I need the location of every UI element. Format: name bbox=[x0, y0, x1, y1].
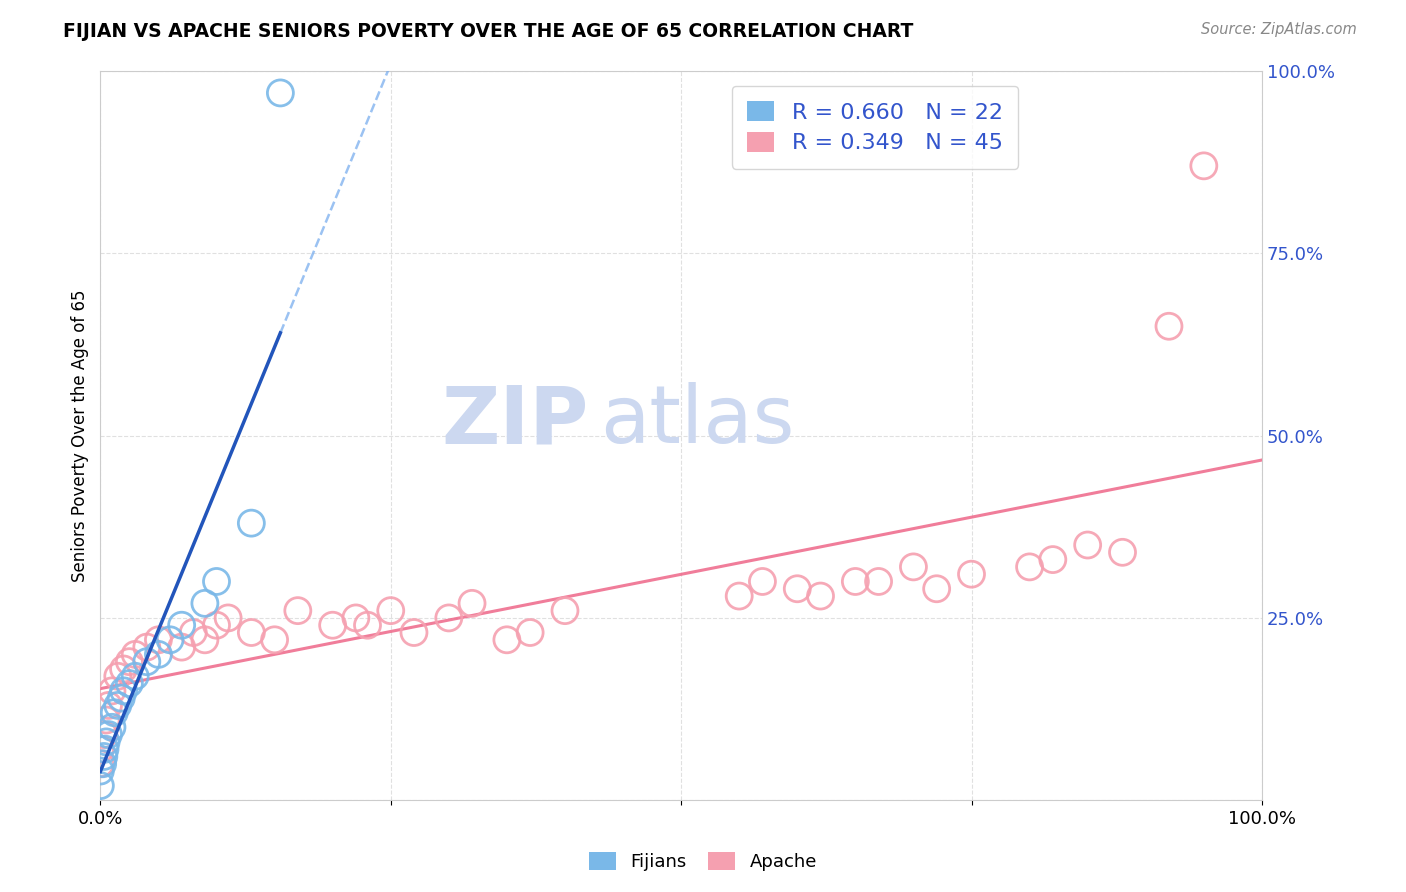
Point bbox=[269, 86, 291, 100]
Point bbox=[380, 604, 402, 618]
Point bbox=[148, 648, 170, 662]
Point bbox=[89, 779, 111, 793]
Point bbox=[322, 618, 344, 632]
Point bbox=[124, 648, 146, 662]
Legend: Fijians, Apache: Fijians, Apache bbox=[582, 846, 824, 879]
Point bbox=[97, 698, 120, 713]
Point bbox=[1111, 545, 1133, 559]
Point bbox=[124, 669, 146, 683]
Point bbox=[103, 706, 125, 720]
Point bbox=[89, 756, 111, 771]
Point bbox=[217, 611, 239, 625]
Point bbox=[89, 764, 111, 778]
Legend: R = 0.660   N = 22, R = 0.349   N = 45: R = 0.660 N = 22, R = 0.349 N = 45 bbox=[733, 86, 1018, 169]
Point bbox=[751, 574, 773, 589]
Point bbox=[101, 683, 124, 698]
Point bbox=[496, 632, 519, 647]
Point bbox=[205, 574, 228, 589]
Point bbox=[1042, 552, 1064, 566]
Point bbox=[903, 560, 925, 574]
Point bbox=[1157, 319, 1180, 334]
Point bbox=[844, 574, 866, 589]
Point bbox=[112, 662, 135, 676]
Point bbox=[1192, 159, 1215, 173]
Point bbox=[1077, 538, 1099, 552]
Point bbox=[118, 655, 141, 669]
Point bbox=[159, 632, 181, 647]
Point bbox=[135, 640, 157, 654]
Point bbox=[89, 742, 111, 756]
Point bbox=[110, 691, 132, 706]
Point bbox=[786, 582, 808, 596]
Point bbox=[356, 618, 378, 632]
Text: Source: ZipAtlas.com: Source: ZipAtlas.com bbox=[1201, 22, 1357, 37]
Point bbox=[728, 589, 751, 603]
Point bbox=[96, 735, 118, 749]
Point bbox=[461, 596, 484, 610]
Point bbox=[101, 720, 124, 734]
Point bbox=[810, 589, 832, 603]
Point bbox=[93, 749, 115, 764]
Point bbox=[118, 676, 141, 690]
Point bbox=[170, 640, 193, 654]
Point bbox=[96, 713, 118, 727]
Point bbox=[148, 632, 170, 647]
Point bbox=[107, 698, 129, 713]
Y-axis label: Seniors Poverty Over the Age of 65: Seniors Poverty Over the Age of 65 bbox=[72, 289, 89, 582]
Point bbox=[93, 728, 115, 742]
Point bbox=[960, 567, 983, 582]
Point bbox=[554, 604, 576, 618]
Point bbox=[925, 582, 948, 596]
Point bbox=[402, 625, 425, 640]
Point bbox=[97, 728, 120, 742]
Point bbox=[194, 596, 217, 610]
Point bbox=[1018, 560, 1040, 574]
Point bbox=[868, 574, 890, 589]
Point bbox=[135, 655, 157, 669]
Point bbox=[170, 618, 193, 632]
Point bbox=[205, 618, 228, 632]
Point bbox=[437, 611, 460, 625]
Point bbox=[181, 625, 204, 640]
Point bbox=[112, 683, 135, 698]
Point bbox=[519, 625, 541, 640]
Text: FIJIAN VS APACHE SENIORS POVERTY OVER THE AGE OF 65 CORRELATION CHART: FIJIAN VS APACHE SENIORS POVERTY OVER TH… bbox=[63, 22, 914, 41]
Point bbox=[240, 516, 263, 530]
Point bbox=[287, 604, 309, 618]
Point bbox=[194, 632, 217, 647]
Point bbox=[94, 742, 117, 756]
Point bbox=[263, 632, 285, 647]
Point bbox=[344, 611, 367, 625]
Text: ZIP: ZIP bbox=[441, 382, 588, 460]
Point bbox=[91, 756, 114, 771]
Text: atlas: atlas bbox=[600, 382, 794, 460]
Point bbox=[240, 625, 263, 640]
Point bbox=[107, 669, 129, 683]
